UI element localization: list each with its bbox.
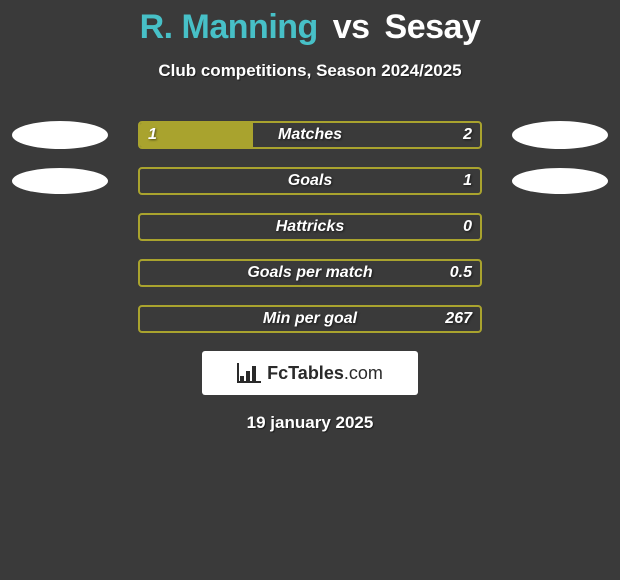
- logo-bar: [240, 376, 244, 381]
- logo-text: FcTables.com: [267, 363, 383, 384]
- vs-label: vs: [333, 8, 370, 46]
- logo-bar: [252, 366, 256, 381]
- comparison-row: Goals per match0.5: [0, 259, 620, 287]
- right-value: 267: [445, 307, 472, 331]
- right-value: 0: [463, 215, 472, 239]
- right-value: 2: [463, 123, 472, 147]
- stat-label: Min per goal: [140, 307, 480, 331]
- right-value: 1: [463, 169, 472, 193]
- player2-marker-icon: [512, 121, 608, 149]
- stat-bar: Min per goal267: [138, 305, 482, 333]
- comparison-row: 1Matches2: [0, 121, 620, 149]
- logo-text-light: .com: [344, 363, 383, 383]
- player2-name: Sesay: [385, 8, 481, 46]
- stat-bar: 1Matches2: [138, 121, 482, 149]
- stat-label: Hattricks: [140, 215, 480, 239]
- player2-marker-icon: [512, 168, 608, 194]
- player1-marker-icon: [12, 168, 108, 194]
- stat-bar: Goals per match0.5: [138, 259, 482, 287]
- player1-marker-icon: [12, 121, 108, 149]
- chart-container: R. Manning vs Sesay Club competitions, S…: [0, 0, 620, 580]
- stat-label: Goals: [140, 169, 480, 193]
- player1-name: R. Manning: [140, 8, 318, 46]
- comparison-row: Min per goal267: [0, 305, 620, 333]
- comparison-row: Hattricks0: [0, 213, 620, 241]
- comparison-rows: 1Matches2Goals1Hattricks0Goals per match…: [0, 121, 620, 333]
- page-title: R. Manning vs Sesay: [0, 0, 620, 47]
- stat-label: Goals per match: [140, 261, 480, 285]
- stat-bar: Hattricks0: [138, 213, 482, 241]
- subtitle: Club competitions, Season 2024/2025: [0, 61, 620, 81]
- stat-label: Matches: [140, 123, 480, 147]
- logo-box: FcTables.com: [202, 351, 418, 395]
- comparison-row: Goals1: [0, 167, 620, 195]
- right-value: 0.5: [450, 261, 472, 285]
- bar-chart-icon: [237, 363, 261, 383]
- date-label: 19 january 2025: [0, 413, 620, 433]
- logo-bar: [246, 371, 250, 381]
- logo-text-bold: FcTables: [267, 363, 344, 383]
- stat-bar: Goals1: [138, 167, 482, 195]
